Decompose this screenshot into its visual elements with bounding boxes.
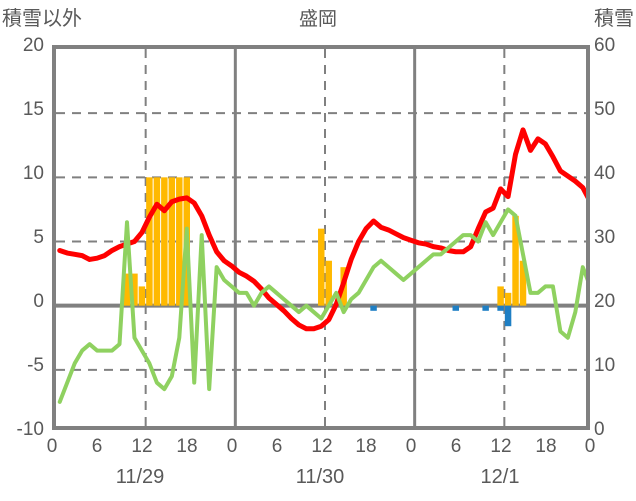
x-tick-4: 0 — [226, 436, 238, 457]
y-tick-right-6: 0 — [594, 419, 605, 440]
precipitation-bar — [504, 292, 512, 306]
left-axis-title: 積雪以外 — [2, 8, 82, 30]
precipitation-bar — [512, 215, 519, 306]
precipitation-bar — [519, 260, 527, 306]
right-axis-title: 積雪 — [594, 8, 634, 30]
y-tick-left-5: -5 — [27, 355, 44, 376]
x-tick-3: 18 — [176, 436, 198, 457]
x-tick-10: 12 — [490, 436, 512, 457]
x-tick-12: 0 — [584, 436, 596, 457]
precipitation-bar — [146, 177, 153, 306]
precipitation-bar — [176, 177, 183, 306]
y-tick-right-4: 20 — [594, 291, 616, 312]
precipitation-bar — [497, 305, 504, 311]
precipitation-bar — [504, 305, 512, 327]
page-title: 盛岡 — [298, 9, 337, 30]
precipitation-bar — [123, 273, 131, 306]
y-tick-right-5: 10 — [594, 355, 616, 376]
x-tick-1: 6 — [91, 436, 103, 457]
x-tick-2: 12 — [131, 436, 153, 457]
x-tick-11: 18 — [535, 436, 557, 457]
y-tick-left-3: 5 — [33, 227, 44, 248]
x-tick-8: 0 — [405, 436, 417, 457]
y-tick-left-0: 20 — [22, 35, 44, 56]
precipitation-bar — [497, 286, 504, 306]
plot-area — [52, 45, 590, 430]
series-line — [57, 127, 586, 332]
precipitation-bar — [452, 305, 459, 311]
precipitation-bar — [138, 286, 146, 306]
grid-layer — [56, 49, 586, 426]
day-label-3: 12/1 — [480, 466, 520, 488]
precipitation-bar — [482, 305, 489, 311]
series-lines-layer — [57, 127, 586, 404]
day-label-1: 11/29 — [115, 466, 165, 488]
day-label-2: 11/30 — [295, 466, 345, 488]
precipitation-bar — [168, 177, 176, 306]
y-tick-right-1: 50 — [594, 99, 616, 120]
precipitation-bar — [325, 260, 332, 306]
y-tick-right-3: 30 — [594, 227, 616, 248]
precipitation-bar — [161, 177, 168, 306]
precipitation-bar — [131, 273, 138, 306]
x-tick-5: 6 — [271, 436, 283, 457]
series-line — [57, 207, 586, 404]
x-tick-6: 12 — [311, 436, 333, 457]
x-tick-9: 6 — [450, 436, 462, 457]
y-tick-right-2: 40 — [594, 163, 616, 184]
y-tick-left-1: 15 — [22, 99, 44, 120]
x-tick-0: 0 — [46, 436, 58, 457]
x-tick-7: 18 — [355, 436, 377, 457]
precipitation-bar — [318, 228, 325, 306]
y-tick-left-4: 0 — [33, 291, 44, 312]
y-tick-left-2: 10 — [22, 163, 44, 184]
precipitation-bar — [370, 305, 377, 311]
precipitation-bar — [153, 177, 161, 306]
y-tick-right-0: 60 — [594, 35, 616, 56]
y-tick-left-6: -10 — [16, 419, 44, 440]
